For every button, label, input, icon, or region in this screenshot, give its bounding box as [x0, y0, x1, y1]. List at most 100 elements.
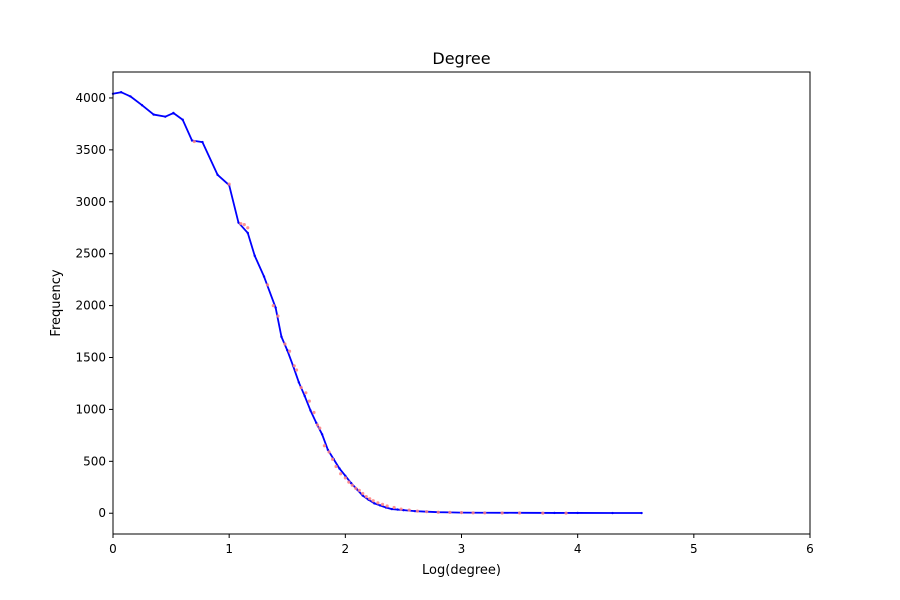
x-tick-label: 4 [574, 542, 582, 556]
scatter-point [415, 509, 419, 513]
scatter-point [354, 486, 358, 490]
line-data-point [140, 104, 144, 107]
line-data-point [413, 509, 417, 513]
scatter-point [448, 510, 452, 515]
line-data-point [396, 508, 399, 511]
scatter-point [299, 386, 303, 390]
scatter-point [304, 391, 308, 395]
scatter-point [459, 511, 464, 515]
plot-frame [112, 71, 811, 535]
scatter-point [294, 368, 299, 372]
y-tick-label: 3000 [75, 195, 106, 209]
y-tick-label: 2500 [75, 247, 106, 261]
scatter-point [471, 511, 475, 515]
scatter-point [239, 221, 243, 226]
x-tick-label: 1 [225, 542, 233, 556]
line-data-point [181, 118, 184, 121]
scatter-point [307, 399, 311, 403]
line-data-point [237, 221, 240, 224]
y-tick-label: 1500 [75, 351, 106, 365]
scatter-point [361, 491, 365, 496]
line-data-point [373, 502, 376, 505]
scatter-point [343, 476, 347, 480]
scatter-point [347, 480, 351, 484]
scatter-point [350, 483, 354, 487]
line-data-point [246, 231, 249, 235]
scatter-point [380, 502, 385, 507]
scatter-point [357, 488, 361, 492]
x-tick-label: 5 [690, 542, 698, 556]
y-tick-label: 0 [98, 506, 106, 520]
y-tick-label: 1000 [75, 402, 106, 416]
scatter-point [500, 511, 504, 515]
scatter-point [385, 504, 389, 508]
scatter-point [283, 342, 287, 346]
line-data-point [576, 511, 579, 515]
scatter-point [368, 497, 372, 501]
scatter-point [392, 505, 396, 510]
line-data-point [320, 433, 324, 436]
scatter-point [315, 423, 320, 427]
line-data-point [390, 507, 393, 511]
y-tick-label: 4000 [75, 91, 106, 105]
line-data-point [309, 409, 312, 412]
scatter-point [287, 349, 292, 353]
axis-layer: 0 1 2 3 4 5 6 0 500 1000 1500 2000 2500 3000 3500 4000 [75, 91, 813, 556]
scatter-point [541, 511, 545, 515]
plot-layer [111, 91, 643, 515]
line-data-point [553, 511, 556, 515]
line-data-point [152, 113, 155, 116]
line-data-point [274, 306, 277, 309]
scatter-point [407, 508, 411, 512]
x-tick-label: 0 [109, 542, 117, 556]
scatter-point [192, 139, 196, 144]
scatter-point [364, 495, 368, 499]
line-data-point [297, 381, 301, 384]
y-tick-label: 500 [83, 454, 106, 468]
scatter-point [327, 450, 331, 454]
y-axis-label: Frequency [49, 269, 64, 336]
chart-title: Degree [432, 49, 490, 68]
scatter-point [371, 499, 375, 503]
y-tick-label: 2000 [75, 299, 106, 313]
scatter-point [376, 501, 380, 505]
scatter-point [399, 507, 403, 511]
x-tick-label: 3 [458, 542, 466, 556]
line-data-point [640, 511, 643, 515]
scatter-point [271, 303, 275, 308]
scatter-point [436, 510, 440, 514]
scatter-point [483, 511, 487, 515]
scatter-point [517, 511, 522, 515]
line-data-point [190, 139, 194, 142]
line-data-point [280, 335, 283, 338]
line-data-point [119, 91, 123, 94]
scatter-point [322, 444, 327, 448]
x-axis-label: Log(degree) [422, 563, 501, 578]
line-data-point [216, 173, 219, 176]
x-tick-label: 6 [806, 542, 814, 556]
scatter-point [312, 410, 316, 415]
line-data-point [286, 349, 289, 352]
scatter-point [330, 457, 335, 461]
line-data-point [201, 140, 204, 144]
line-data-point [378, 504, 382, 507]
line-data-point [172, 111, 175, 115]
scatter-point [425, 510, 429, 514]
scatter-point [292, 364, 296, 368]
line-data-point [253, 254, 256, 257]
line-data-point [338, 467, 341, 470]
scatter-point [276, 314, 280, 318]
plot-area [113, 72, 810, 534]
scatter-point [334, 464, 338, 469]
scatter-point [246, 226, 250, 230]
line-data-point [164, 115, 167, 118]
scatter-point [242, 223, 246, 227]
scatter-point [339, 472, 343, 476]
x-tick-label: 2 [342, 542, 350, 556]
line-data-point [402, 508, 405, 512]
scatter-point [227, 182, 231, 186]
scatter-point [318, 426, 322, 430]
y-tick-label: 3500 [75, 143, 106, 157]
line-data-point [129, 95, 132, 98]
